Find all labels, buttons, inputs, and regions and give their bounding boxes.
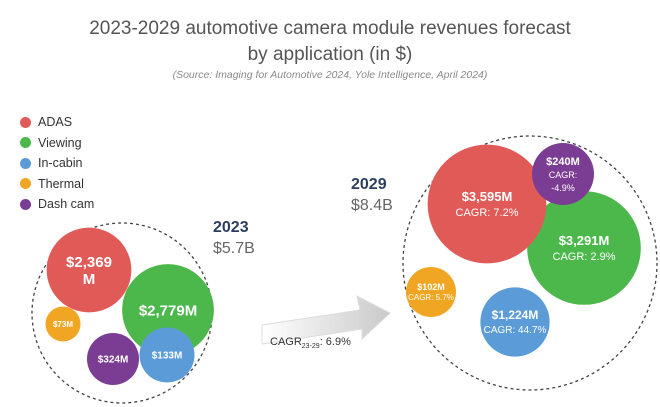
bubble-2029-adas-label-1: CAGR: 7.2% (456, 207, 519, 219)
bubble-2029-dash-cam (532, 143, 594, 205)
group-2029-outline (402, 135, 658, 391)
legend-item-in-cabin: In-cabin (20, 153, 94, 174)
bubble-2029-viewing (527, 191, 641, 305)
legend-item-thermal: Thermal (20, 174, 94, 195)
arrow-cagr-suffix: : 6.9% (320, 336, 351, 348)
legend-item-dash-cam: Dash cam (20, 194, 94, 215)
legend-label-viewing: Viewing (38, 135, 82, 150)
bubble-2029-viewing-label-1: CAGR: 2.9% (553, 251, 616, 263)
legend-label-adas: ADAS (38, 115, 73, 130)
legend-label-in-cabin: In-cabin (38, 156, 83, 171)
year-2023-label: 2023 (213, 219, 249, 236)
legend-swatch-adas (20, 116, 31, 128)
bubble-2029-viewing-label-0: $3,291M (559, 233, 610, 248)
bubble-2023-dash-cam-label-0: $324M (98, 355, 129, 366)
bubble-2023-dash-cam (87, 333, 139, 385)
arrow-cagr-sub: 23-29 (302, 343, 320, 350)
legend: ADAS Viewing In-cabin Thermal Dash cam (20, 112, 94, 215)
bubble-2023-viewing (122, 264, 214, 356)
bubble-2023-thermal (45, 306, 81, 342)
bubble-2023-adas-label-1: M (83, 271, 96, 288)
chart-title: 2023-2029 automotive camera module reven… (0, 16, 660, 68)
bubble-2029-in-cabin-label-0: $1,224M (492, 308, 539, 322)
growth-arrow (261, 295, 391, 345)
legend-swatch-thermal (20, 178, 31, 190)
bubble-2023-adas-label-0: $2,369 (66, 254, 112, 271)
bubble-2029-dash-cam-label-2: -4.9% (551, 183, 575, 193)
bubble-2029-thermal-label-0: $102M (417, 282, 445, 292)
year-2029-label: 2029 (351, 176, 387, 193)
bubble-2029-dash-cam-label-1: CAGR: (549, 170, 578, 180)
bubble-2023-in-cabin (139, 327, 195, 383)
source-note: (Source: Imaging for Automotive 2024, Yo… (172, 69, 488, 81)
bubble-2023-thermal-label-0: $73M (53, 320, 73, 329)
bubble-2023-viewing-label-0: $2,779M (139, 302, 197, 319)
bubble-2029-thermal-label-1: CAGR: 5.7% (408, 293, 454, 302)
bubble-2029-thermal (406, 267, 456, 317)
bubble-2029-in-cabin (480, 287, 550, 357)
legend-label-thermal: Thermal (38, 176, 84, 191)
title-line-1: 2023-2029 automotive camera module reven… (89, 18, 571, 39)
bubble-2029-in-cabin-label-1: CAGR: 44.7% (484, 325, 547, 336)
legend-swatch-dash-cam (20, 198, 31, 210)
legend-label-dash-cam: Dash cam (38, 197, 95, 212)
bubble-2029-adas-label-0: $3,595M (462, 189, 513, 204)
arrow-cagr-label: CAGR23-29: 6.9% (270, 336, 351, 350)
legend-item-adas: ADAS (20, 112, 94, 133)
legend-swatch-viewing (20, 137, 31, 149)
arrow-cagr-prefix: CAGR (270, 336, 302, 348)
bubble-2029-dash-cam-label-0: $240M (546, 156, 580, 168)
legend-swatch-in-cabin (20, 157, 31, 169)
bubble-2023-in-cabin-label-0: $133M (152, 351, 183, 362)
total-2023-label: $5.7B (213, 240, 255, 257)
bubble-2029-adas (427, 144, 547, 264)
bubble-2023-adas (46, 227, 132, 313)
total-2029-label: $8.4B (351, 197, 393, 214)
legend-item-viewing: Viewing (20, 133, 94, 154)
title-line-2: by application (in $) (247, 44, 413, 65)
